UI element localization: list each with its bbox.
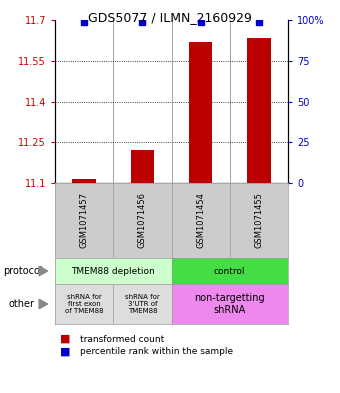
Text: GSM1071457: GSM1071457 xyxy=(80,193,89,248)
Text: GSM1071456: GSM1071456 xyxy=(138,193,147,248)
Text: shRNA for
3'UTR of
TMEM88: shRNA for 3'UTR of TMEM88 xyxy=(125,294,160,314)
Text: protocol: protocol xyxy=(3,266,43,276)
Bar xyxy=(247,38,271,183)
Text: GDS5077 / ILMN_2160929: GDS5077 / ILMN_2160929 xyxy=(88,11,252,24)
Text: ■: ■ xyxy=(59,347,70,357)
Text: shRNA for
first exon
of TMEM88: shRNA for first exon of TMEM88 xyxy=(65,294,103,314)
Text: transformed count: transformed count xyxy=(80,334,164,343)
Text: ■: ■ xyxy=(59,334,70,344)
Text: control: control xyxy=(214,266,245,275)
Bar xyxy=(72,179,96,183)
Text: TMEM88 depletion: TMEM88 depletion xyxy=(71,266,155,275)
Text: other: other xyxy=(8,299,34,309)
Text: percentile rank within the sample: percentile rank within the sample xyxy=(80,347,233,356)
Text: non-targetting
shRNA: non-targetting shRNA xyxy=(194,293,265,315)
Text: GSM1071455: GSM1071455 xyxy=(254,193,264,248)
Text: GSM1071454: GSM1071454 xyxy=(196,193,205,248)
Bar xyxy=(189,42,212,183)
Bar xyxy=(131,151,154,183)
